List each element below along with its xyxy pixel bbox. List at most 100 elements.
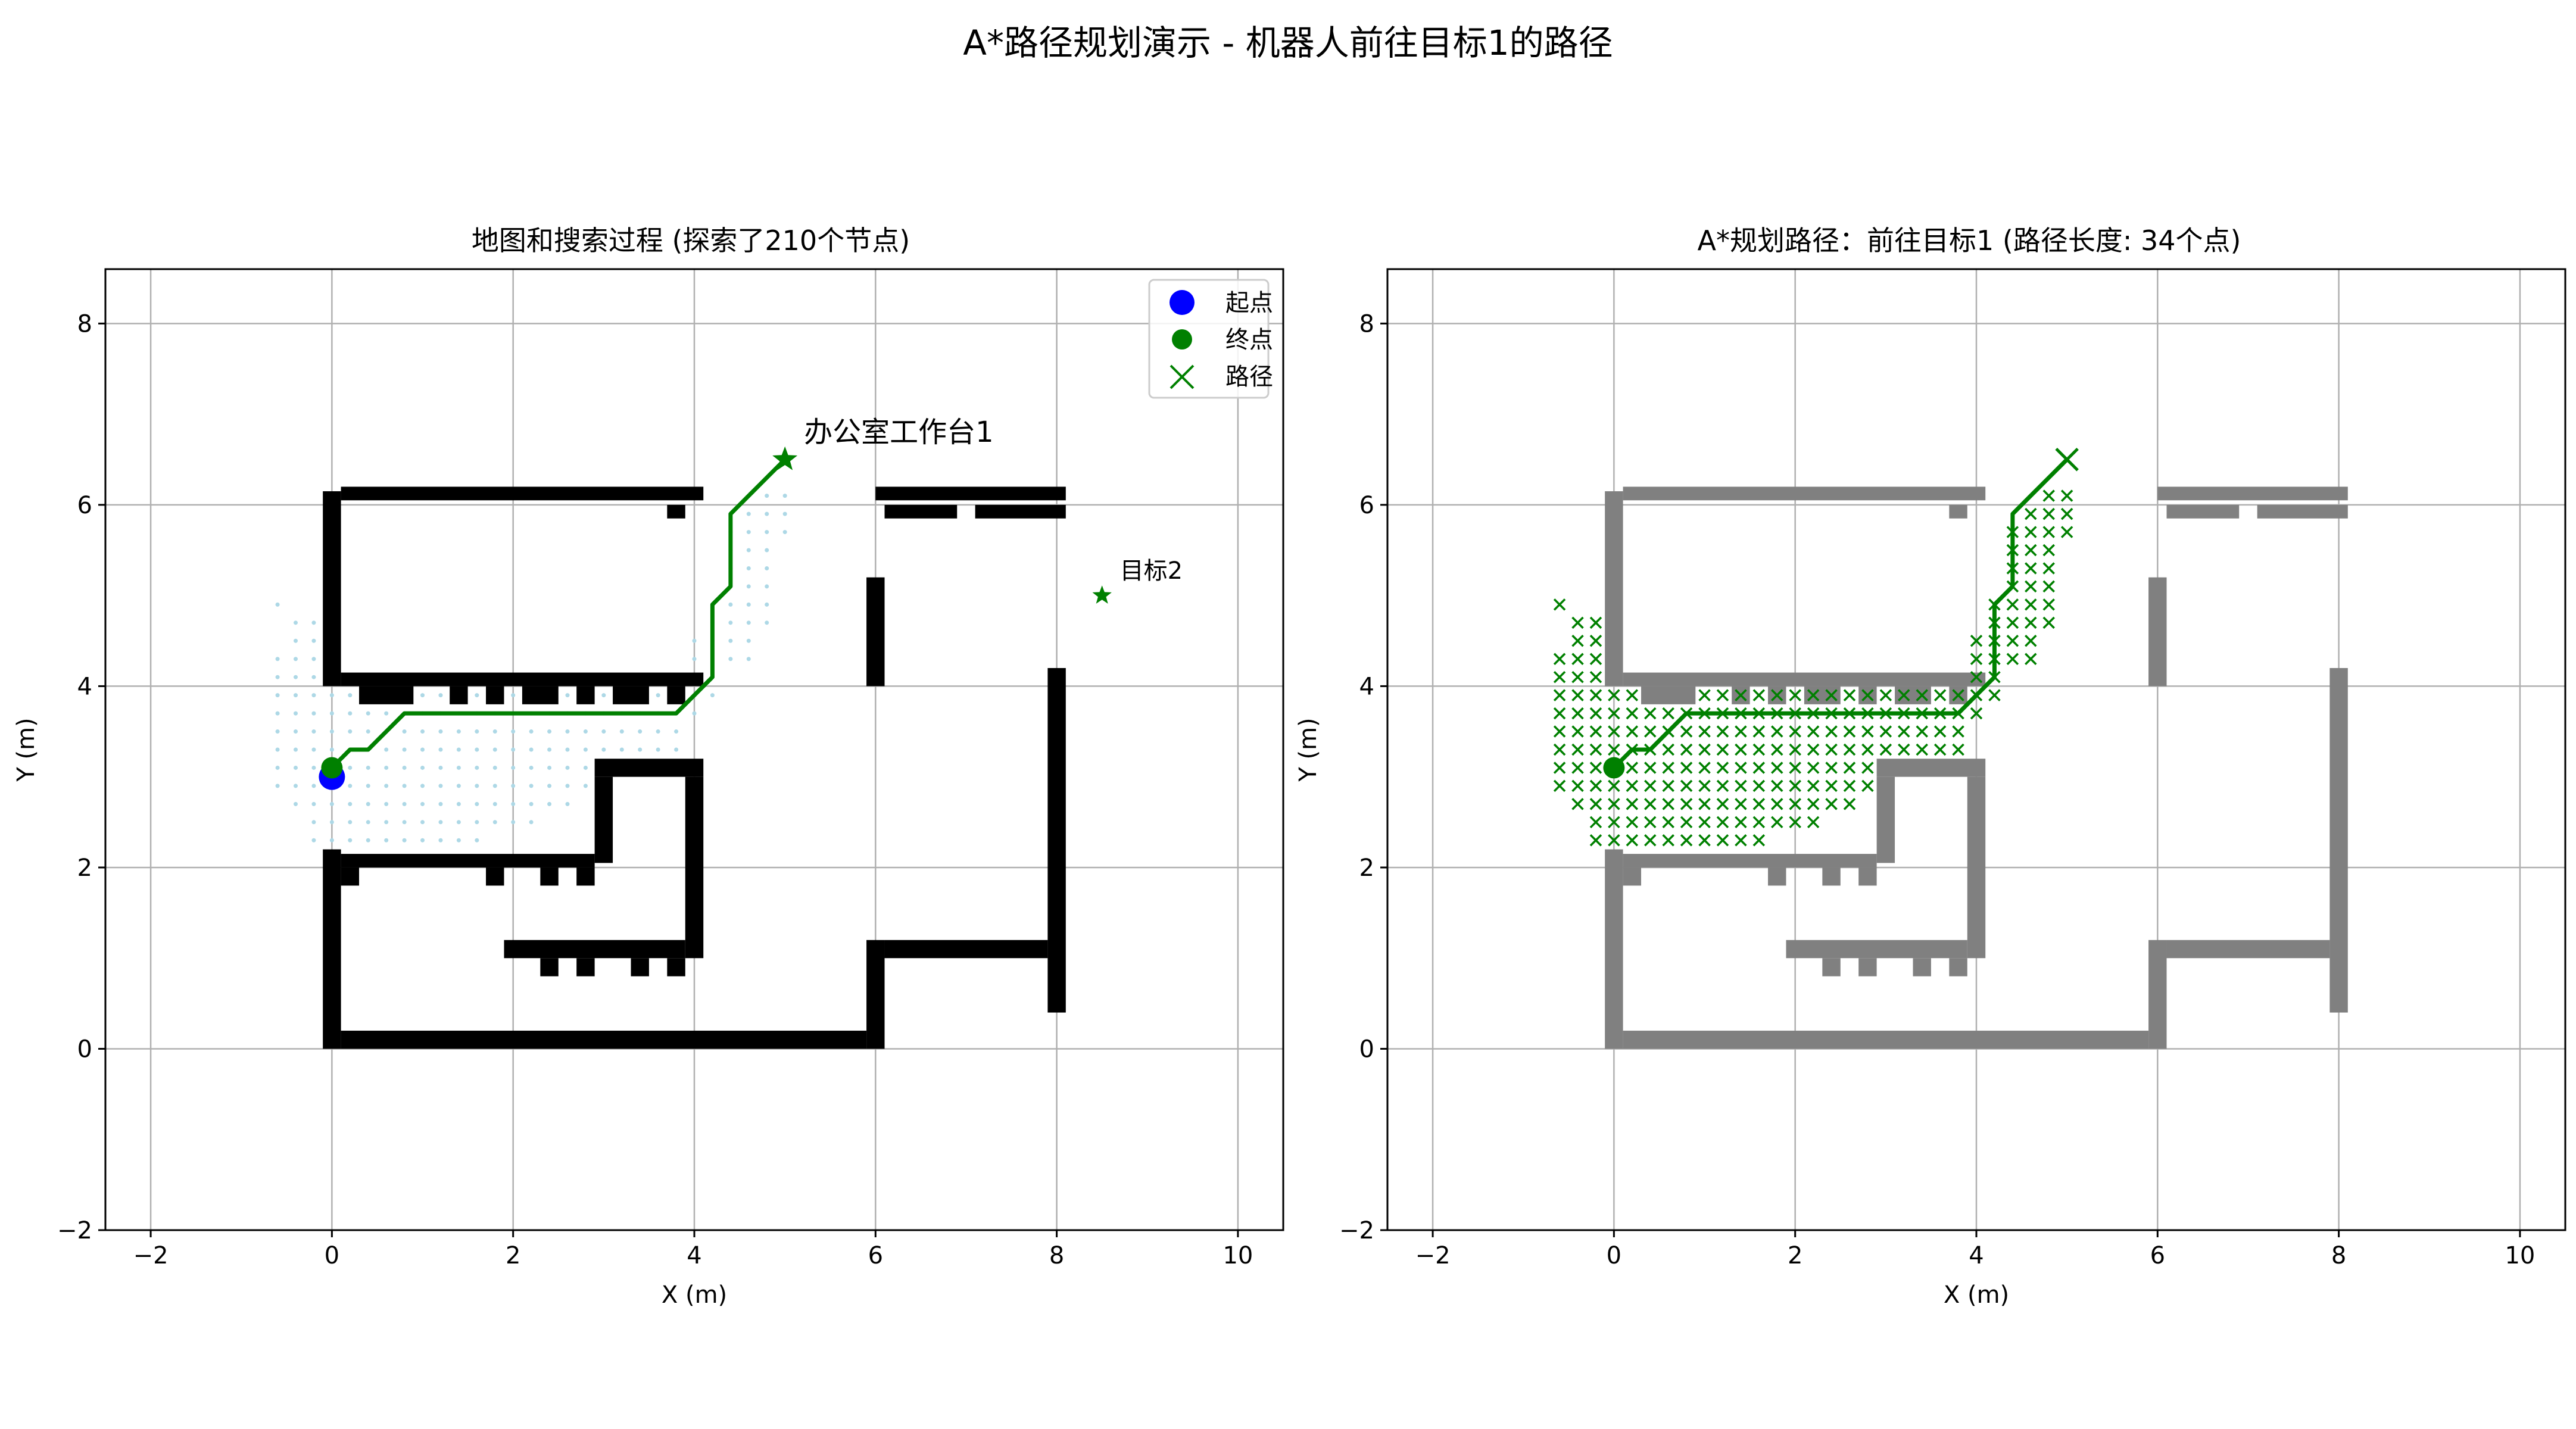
explored-node-dot [782, 494, 787, 498]
explored-node-x [1644, 779, 1657, 792]
explored-node-dot [275, 765, 280, 770]
explored-node-dot [420, 729, 425, 734]
explored-node-x [1752, 725, 1766, 738]
explored-node-x [1553, 670, 1566, 684]
explored-node-x [1861, 762, 1874, 774]
explored-node-dot [294, 747, 298, 752]
obstacle-cell [1786, 940, 1967, 959]
right-ticks: −2 0 2 4 6 8 10 −2 0 2 4 6 8 [1339, 310, 2535, 1269]
right-x-tick-label: 10 [2505, 1242, 2535, 1269]
explored-node-x [1662, 834, 1674, 847]
explored-node-dot [765, 530, 769, 535]
explored-node-dot [674, 729, 679, 734]
explored-node-x [1589, 689, 1602, 701]
explored-node-dot [384, 801, 389, 806]
explored-node-dot [384, 820, 389, 825]
explored-node-dot [420, 765, 425, 770]
explored-node-dot [348, 729, 353, 734]
explored-node-x [1752, 743, 1766, 756]
explored-node-dot [511, 820, 516, 825]
explored-node-x [1789, 762, 1801, 774]
explored-node-x [1735, 798, 1747, 810]
explored-node-dot [294, 784, 298, 788]
explored-node-x [1825, 743, 1838, 756]
explored-node-x [1553, 725, 1566, 738]
explored-node-dot [601, 693, 606, 698]
explored-node-dot [456, 729, 461, 734]
obstacle-cell [1913, 958, 1931, 976]
explored-node-dot [384, 711, 389, 716]
explored-node-dot [348, 693, 353, 698]
explored-node-x [1898, 743, 1910, 756]
explored-node-x [1698, 689, 1711, 701]
explored-node-dot [294, 765, 298, 770]
explored-node-x [1807, 798, 1820, 810]
explored-node-dot [384, 747, 389, 752]
explored-node-x [1589, 779, 1602, 792]
explored-node-x [2025, 562, 2037, 575]
explored-node-x [1735, 762, 1747, 774]
obstacle-cell [522, 686, 559, 704]
explored-node-dot [746, 511, 751, 516]
explored-node-dot [692, 657, 697, 662]
explored-node-dot [294, 711, 298, 716]
explored-node-dot [765, 548, 769, 553]
obstacle-cell [866, 940, 885, 1049]
explored-node-dot [348, 838, 353, 843]
explored-node-x [1608, 707, 1620, 720]
explored-node-x [2060, 507, 2073, 520]
obstacle-cell [1822, 958, 1841, 976]
obstacle-cell [2157, 486, 2348, 501]
explored-node-dot [348, 765, 353, 770]
explored-node-dot [329, 820, 334, 825]
explored-node-dot [294, 620, 298, 625]
obstacle-cell [1623, 486, 1986, 501]
explored-node-x [1626, 707, 1639, 720]
left-x-tick-label: 2 [506, 1242, 520, 1269]
explored-node-dot [475, 747, 479, 752]
explored-node-dot [656, 729, 660, 734]
explored-node-x [1735, 689, 1747, 701]
explored-node-dot [294, 693, 298, 698]
explored-node-x [1970, 653, 1983, 665]
explored-node-x [2025, 598, 2037, 611]
right-x-tick-label: 2 [1788, 1242, 1802, 1269]
explored-node-dot [692, 638, 697, 643]
left-y-tick-label: 2 [77, 854, 92, 882]
explored-node-x [1861, 779, 1874, 792]
explored-node-x [1662, 762, 1674, 774]
obstacle-cell [631, 958, 649, 976]
left-x-tick-label: 8 [1049, 1242, 1064, 1269]
explored-node-x [1970, 707, 1983, 720]
right-x-tick-label: 4 [1969, 1242, 1984, 1269]
explored-node-x [1680, 798, 1693, 810]
explored-node-x [1626, 689, 1639, 701]
explored-node-x [1789, 798, 1801, 810]
explored-node-x [1589, 707, 1602, 720]
right-obstacles [1605, 486, 2348, 1049]
explored-node-dot [475, 784, 479, 788]
obstacle-cell [2257, 504, 2348, 519]
explored-node-dot [366, 820, 370, 825]
explored-node-dot [746, 657, 751, 662]
explored-node-dot [656, 747, 660, 752]
obstacle-cell [975, 504, 1066, 519]
explored-node-dot [475, 729, 479, 734]
explored-node-dot [765, 566, 769, 570]
explored-node-dot [329, 838, 334, 843]
explored-node-x [1662, 743, 1674, 756]
explored-node-dot [492, 729, 497, 734]
explored-node-x [1825, 689, 1838, 701]
obstacle-cell [323, 491, 341, 687]
explored-node-dot [475, 765, 479, 770]
explored-node-dot [438, 784, 443, 788]
explored-node-x [1608, 816, 1620, 829]
explored-node-dot [420, 838, 425, 843]
explored-node-dot [492, 801, 497, 806]
right-subplot-title: A*规划路径：前往目标1 (路径长度: 34个点) [1698, 224, 2241, 257]
explored-node-x [1716, 762, 1729, 774]
goal1-label: 办公室工作台1 [804, 416, 994, 449]
left-x-tick-label: −2 [133, 1242, 169, 1269]
explored-node-x [1735, 743, 1747, 756]
explored-node-x [1680, 743, 1693, 756]
